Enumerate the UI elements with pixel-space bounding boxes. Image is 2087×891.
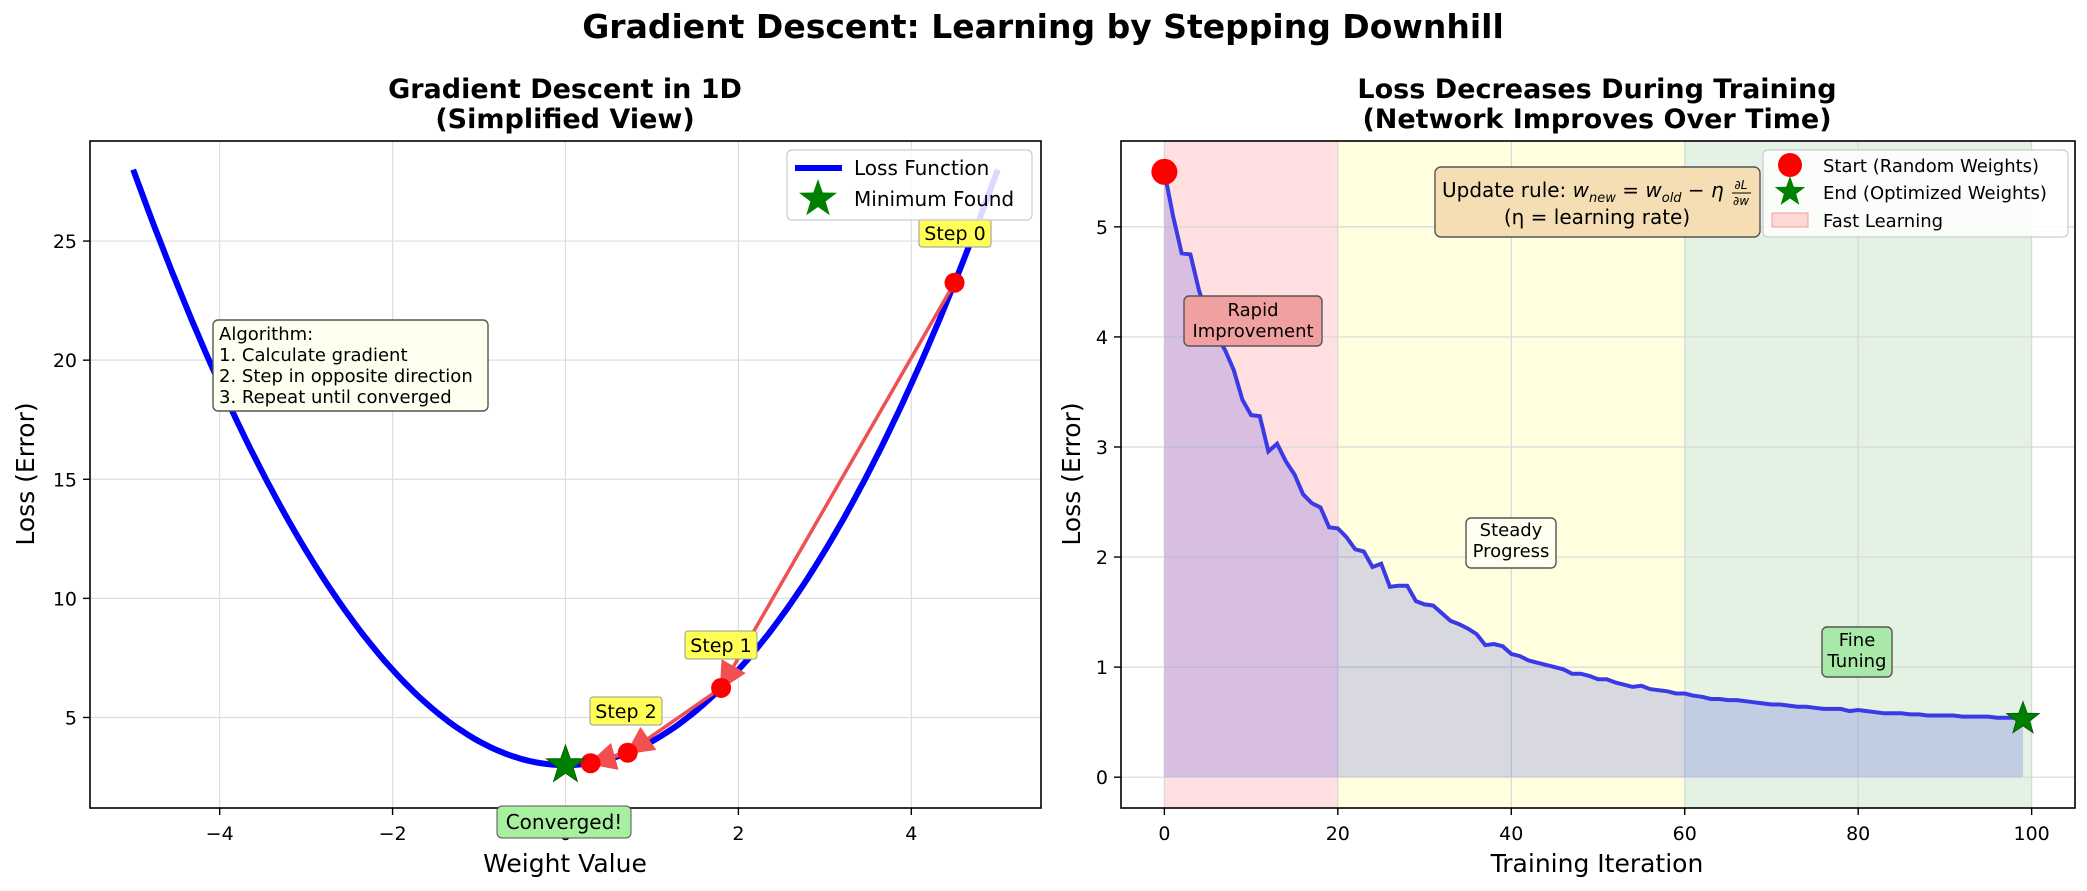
right-legend: Start (Random Weights) End (Optimized We… [1762, 149, 2069, 238]
left-y-tick-label: 10 [53, 588, 77, 610]
right-x-tick-label: 40 [1499, 823, 1523, 845]
left-x-tick-label: 4 [905, 823, 917, 845]
left-x-tick-label: −4 [206, 823, 234, 845]
svg-text:2. Step in opposite direction: 2. Step in opposite direction [219, 366, 473, 387]
right-x-tick-label: 0 [1158, 823, 1170, 845]
chart-loss-decrease: Loss Decreases During Training (Network … [1057, 74, 2076, 878]
update-rule-line2: (η = learning rate) [1504, 205, 1690, 229]
loss-area-fill [1164, 171, 2023, 778]
chart-gradient-descent-1d: Gradient Descent in 1D (Simplified View)… [11, 74, 1042, 878]
right-y-tick-label: 5 [1096, 217, 1108, 239]
svg-text:3. Repeat until converged: 3. Repeat until converged [219, 387, 452, 408]
right-x-axis-label: Training Iteration [1490, 849, 1704, 878]
svg-text:Step 0: Step 0 [924, 223, 985, 245]
minimum-star-marker [545, 743, 586, 783]
rapid-improvement-box: Rapid Improvement [1183, 295, 1323, 347]
svg-text:Converged!: Converged! [506, 810, 623, 834]
right-chart-title-line2: (Network Improves Over Time) [1362, 104, 1831, 135]
fine-tuning-box: Fine Tuning [1821, 626, 1893, 678]
right-axes-frame [1120, 140, 2076, 809]
legend-end-star-icon [1774, 176, 1806, 205]
step-arrow [719, 281, 957, 691]
right-y-tick-label: 3 [1096, 437, 1108, 459]
svg-text:Fine: Fine [1839, 630, 1876, 651]
left-grid [90, 141, 1041, 808]
right-chart-title-line1: Loss Decreases During Training [1357, 74, 1836, 105]
step-point [617, 742, 638, 763]
legend-minimum-label: Minimum Found [854, 187, 1014, 211]
svg-text:Improvement: Improvement [1192, 321, 1313, 342]
right-x-tick-label: 100 [2014, 823, 2050, 845]
svg-text:Steady: Steady [1480, 520, 1543, 541]
right-y-axis-label: Loss (Error) [1057, 402, 1086, 545]
legend-minimum-star-icon [799, 179, 837, 216]
left-y-axis-label: Loss (Error) [11, 402, 40, 545]
right-y-tick-label: 1 [1096, 657, 1108, 679]
svg-text:Tuning: Tuning [1827, 651, 1887, 672]
legend-fast-learning-patch [1771, 212, 1809, 228]
step-2-label: Step 2 [589, 696, 663, 726]
loss-curve-line [1162, 171, 2024, 721]
algorithm-box: Algorithm: 1. Calculate gradient 2. Step… [212, 319, 489, 412]
left-y-tick-label: 5 [65, 707, 77, 729]
svg-text:1. Calculate gradient: 1. Calculate gradient [219, 345, 408, 366]
legend-loss-function-label: Loss Function [854, 156, 989, 180]
step-points [580, 272, 965, 774]
left-y-tick-label: 25 [53, 231, 77, 253]
right-x-tick-label: 20 [1326, 823, 1350, 845]
legend-end-label: End (Optimized Weights) [1823, 183, 2047, 204]
svg-text:Step 1: Step 1 [690, 635, 751, 657]
svg-text:Progress: Progress [1473, 541, 1550, 562]
svg-text:Algorithm:: Algorithm: [219, 324, 313, 345]
left-x-tick-label: −2 [379, 823, 407, 845]
right-y-tick-label: 4 [1096, 327, 1108, 349]
right-ticks: 0 20 40 60 80 100 0 1 2 3 4 5 [1096, 217, 2050, 845]
training-phase-region [1164, 141, 1338, 808]
update-rule-fraction-top: ∂L [1735, 178, 1748, 192]
right-y-tick-label: 2 [1096, 547, 1108, 569]
left-chart-title-line1: Gradient Descent in 1D [388, 74, 742, 105]
figure-suptitle: Gradient Descent: Learning by Stepping D… [582, 7, 1504, 46]
step-point [711, 677, 732, 698]
update-rule-formula: Update rule: wnew = wold − η [1442, 178, 1724, 206]
legend-fast-learning-label: Fast Learning [1823, 211, 1943, 232]
legend-start-label: Start (Random Weights) [1823, 156, 2039, 177]
step-point [580, 753, 601, 774]
svg-text:Step 2: Step 2 [595, 701, 656, 723]
legend-start-dot-icon [1778, 153, 1802, 177]
step-arrows [587, 281, 957, 770]
step-1-label: Step 1 [684, 630, 758, 660]
converged-label: Converged! [496, 805, 632, 839]
left-y-tick-label: 15 [53, 469, 77, 491]
right-y-tick-label: 0 [1096, 767, 1108, 789]
left-x-tick-label: 2 [732, 823, 744, 845]
left-y-tick-label: 20 [53, 350, 77, 372]
step-point [944, 272, 965, 293]
left-legend: Loss Function Minimum Found [786, 149, 1033, 221]
update-rule-fraction-bottom: ∂w [1733, 194, 1749, 208]
left-chart-title-line2: (Simplified View) [435, 104, 694, 135]
start-point-marker [1151, 158, 1178, 185]
right-x-tick-label: 80 [1846, 823, 1870, 845]
right-x-tick-label: 60 [1673, 823, 1697, 845]
left-x-axis-label: Weight Value [483, 849, 647, 878]
steady-progress-box: Steady Progress [1465, 517, 1557, 569]
end-point-star-marker [2005, 700, 2041, 734]
svg-text:Rapid: Rapid [1228, 300, 1279, 321]
step-arrow [625, 686, 723, 755]
update-rule-box: Update rule: wnew = wold − η ∂L ∂w (η = … [1434, 166, 1761, 238]
step-0-label: Step 0 [918, 218, 992, 248]
